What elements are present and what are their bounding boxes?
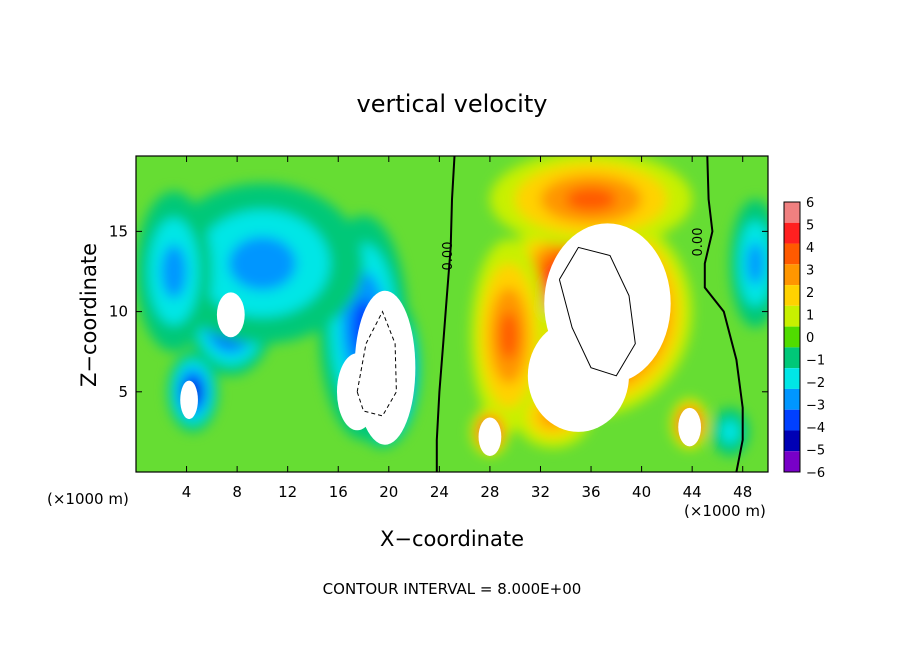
colorbar-tick-label: 3 <box>806 264 814 279</box>
plot-frame <box>135 155 769 473</box>
colorbar-tick-label: −6 <box>806 466 825 481</box>
colorbar-swatch <box>784 305 800 327</box>
colorbar-tick-label: 2 <box>806 286 814 301</box>
updraft-level <box>565 187 617 212</box>
x-tick-label: 24 <box>430 483 449 501</box>
colorbar-swatch <box>784 243 800 265</box>
colorbar-swatch <box>784 264 800 286</box>
colorbar-swatch <box>784 368 800 389</box>
colorbar: 6 5 4 3 2 1 0 −1 −2 −3 −4 −5 −6 <box>783 196 825 481</box>
colorbar-swatch <box>784 451 800 472</box>
contour-lines <box>356 156 744 472</box>
x-tick-label: 20 <box>379 483 398 501</box>
x-tick-label: 32 <box>531 483 550 501</box>
x-tick-label: 8 <box>232 483 242 501</box>
colorbar-frame <box>783 201 801 473</box>
x-tick-label: 28 <box>480 483 499 501</box>
colorbar-tick-label: −2 <box>806 376 825 391</box>
colorbar-tick-label: −4 <box>806 421 825 436</box>
x-tick-label: 36 <box>581 483 600 501</box>
velocity-field <box>136 156 768 456</box>
downdraft-level <box>746 242 764 285</box>
saturated-region <box>527 319 629 432</box>
x-unit-left: (×1000 m) <box>47 490 129 508</box>
saturated-region <box>216 292 245 338</box>
colorbar-tick-label: −1 <box>806 354 825 369</box>
x-unit-right: (×1000 m) <box>684 502 766 520</box>
contour-interval-note: CONTOUR INTERVAL = 8.000E+00 <box>323 580 582 598</box>
updraft-level <box>499 311 519 360</box>
zero-contour <box>435 156 456 472</box>
colorbar-swatch <box>784 202 800 223</box>
downdraft-level <box>161 244 187 299</box>
colorbar-swatch <box>784 347 800 369</box>
colorbar-swatch <box>784 222 800 244</box>
x-axis: 4 8 12 16 20 24 28 32 36 40 44 48 <box>182 156 752 501</box>
saturated-region <box>180 380 198 420</box>
colorbar-tick-label: 1 <box>806 309 814 324</box>
colorbar-swatch <box>784 430 800 452</box>
x-tick-label: 44 <box>683 483 702 501</box>
saturated-region <box>478 417 502 456</box>
colorbar-tick-label: 4 <box>806 241 814 256</box>
y-tick-label: 15 <box>109 222 128 240</box>
colorbar-tick-label: 6 <box>806 196 814 211</box>
x-tick-label: 16 <box>329 483 348 501</box>
x-tick-label: 40 <box>632 483 651 501</box>
downdraft-level <box>228 236 297 291</box>
x-tick-label: 48 <box>733 483 752 501</box>
y-axis: 5 10 15 <box>109 222 768 401</box>
x-tick-label: 4 <box>182 483 192 501</box>
updraft-contour <box>558 246 636 377</box>
y-tick-label: 5 <box>118 383 128 401</box>
contour-label-right: 0.00 <box>691 228 706 257</box>
colorbar-swatch <box>784 326 800 348</box>
zero-contour <box>703 156 744 472</box>
contour-label-left: 0.00 <box>441 242 456 271</box>
colorbar-tick-label: 5 <box>806 219 814 234</box>
saturated-region <box>678 407 702 447</box>
colorbar-swatch <box>784 388 800 410</box>
colorbar-tick-label: −3 <box>806 399 825 414</box>
y-axis-title: Z−coordinate <box>77 243 101 387</box>
colorbar-swatch <box>784 285 800 306</box>
downdraft-contour <box>356 310 397 417</box>
colorbar-swatch <box>784 409 800 431</box>
downdraft-level <box>720 419 740 444</box>
colorbar-tick-label: 0 <box>806 331 814 346</box>
colorbar-tick-label: −5 <box>806 444 825 459</box>
x-axis-title: X−coordinate <box>380 527 524 551</box>
chart-title: vertical velocity <box>357 90 548 118</box>
x-tick-label: 12 <box>278 483 297 501</box>
y-tick-label: 10 <box>109 303 128 321</box>
